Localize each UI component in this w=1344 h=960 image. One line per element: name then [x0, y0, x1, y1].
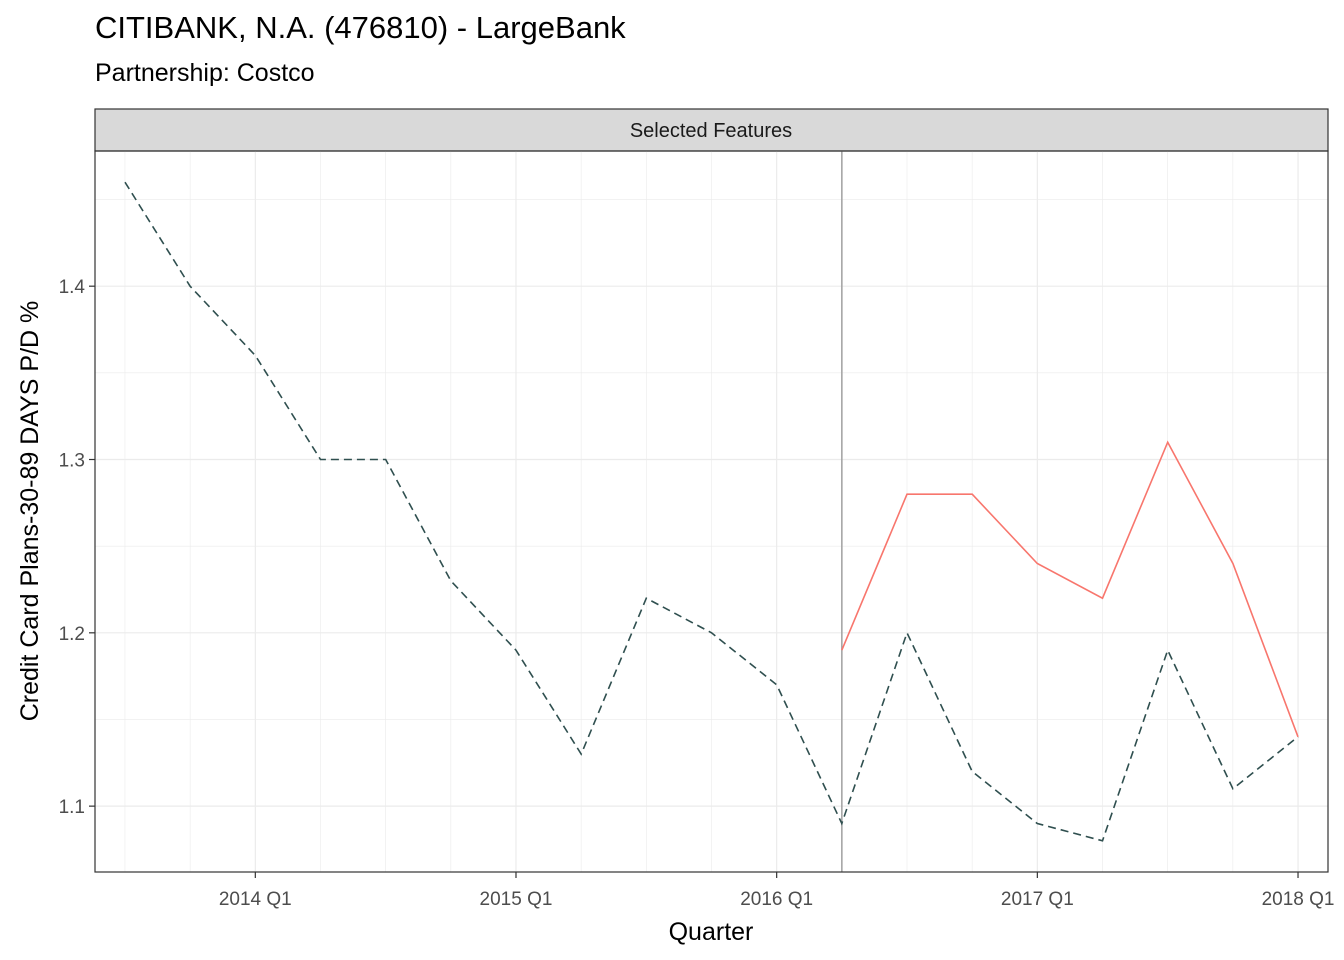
- x-tick-label: 2017 Q1: [1001, 889, 1074, 910]
- x-tick-label: 2018 Q1: [1262, 889, 1335, 910]
- series-line-1: [124, 181, 1299, 842]
- x-tick-label: 2015 Q1: [480, 889, 553, 910]
- series-line-2: [841, 440, 1299, 738]
- y-tick-label: 1.2: [59, 624, 85, 645]
- chart-subtitle: Partnership: Costco: [95, 59, 315, 87]
- plot-panel-border: [94, 150, 1329, 873]
- axes: 2014 Q1 2015 Q1 2016 Q1 2017 Q1 2018 Q1 1.1 1.…: [59, 277, 1335, 910]
- series-layer: [124, 151, 1299, 872]
- y-axis-title: Credit Card Plans-30-89 DAYS P/D %: [16, 301, 44, 722]
- x-tick-label: 2016 Q1: [740, 889, 813, 910]
- facet-label: Selected Features: [630, 120, 792, 142]
- grid-lines: [95, 151, 1328, 872]
- x-axis-title: Quarter: [669, 918, 754, 946]
- x-tick-label: 2014 Q1: [219, 889, 292, 910]
- y-tick-label: 1.3: [59, 451, 85, 472]
- y-tick-label: 1.1: [59, 797, 85, 818]
- chart-title: CITIBANK, N.A. (476810) - LargeBank: [95, 10, 626, 45]
- y-tick-label: 1.4: [59, 277, 86, 298]
